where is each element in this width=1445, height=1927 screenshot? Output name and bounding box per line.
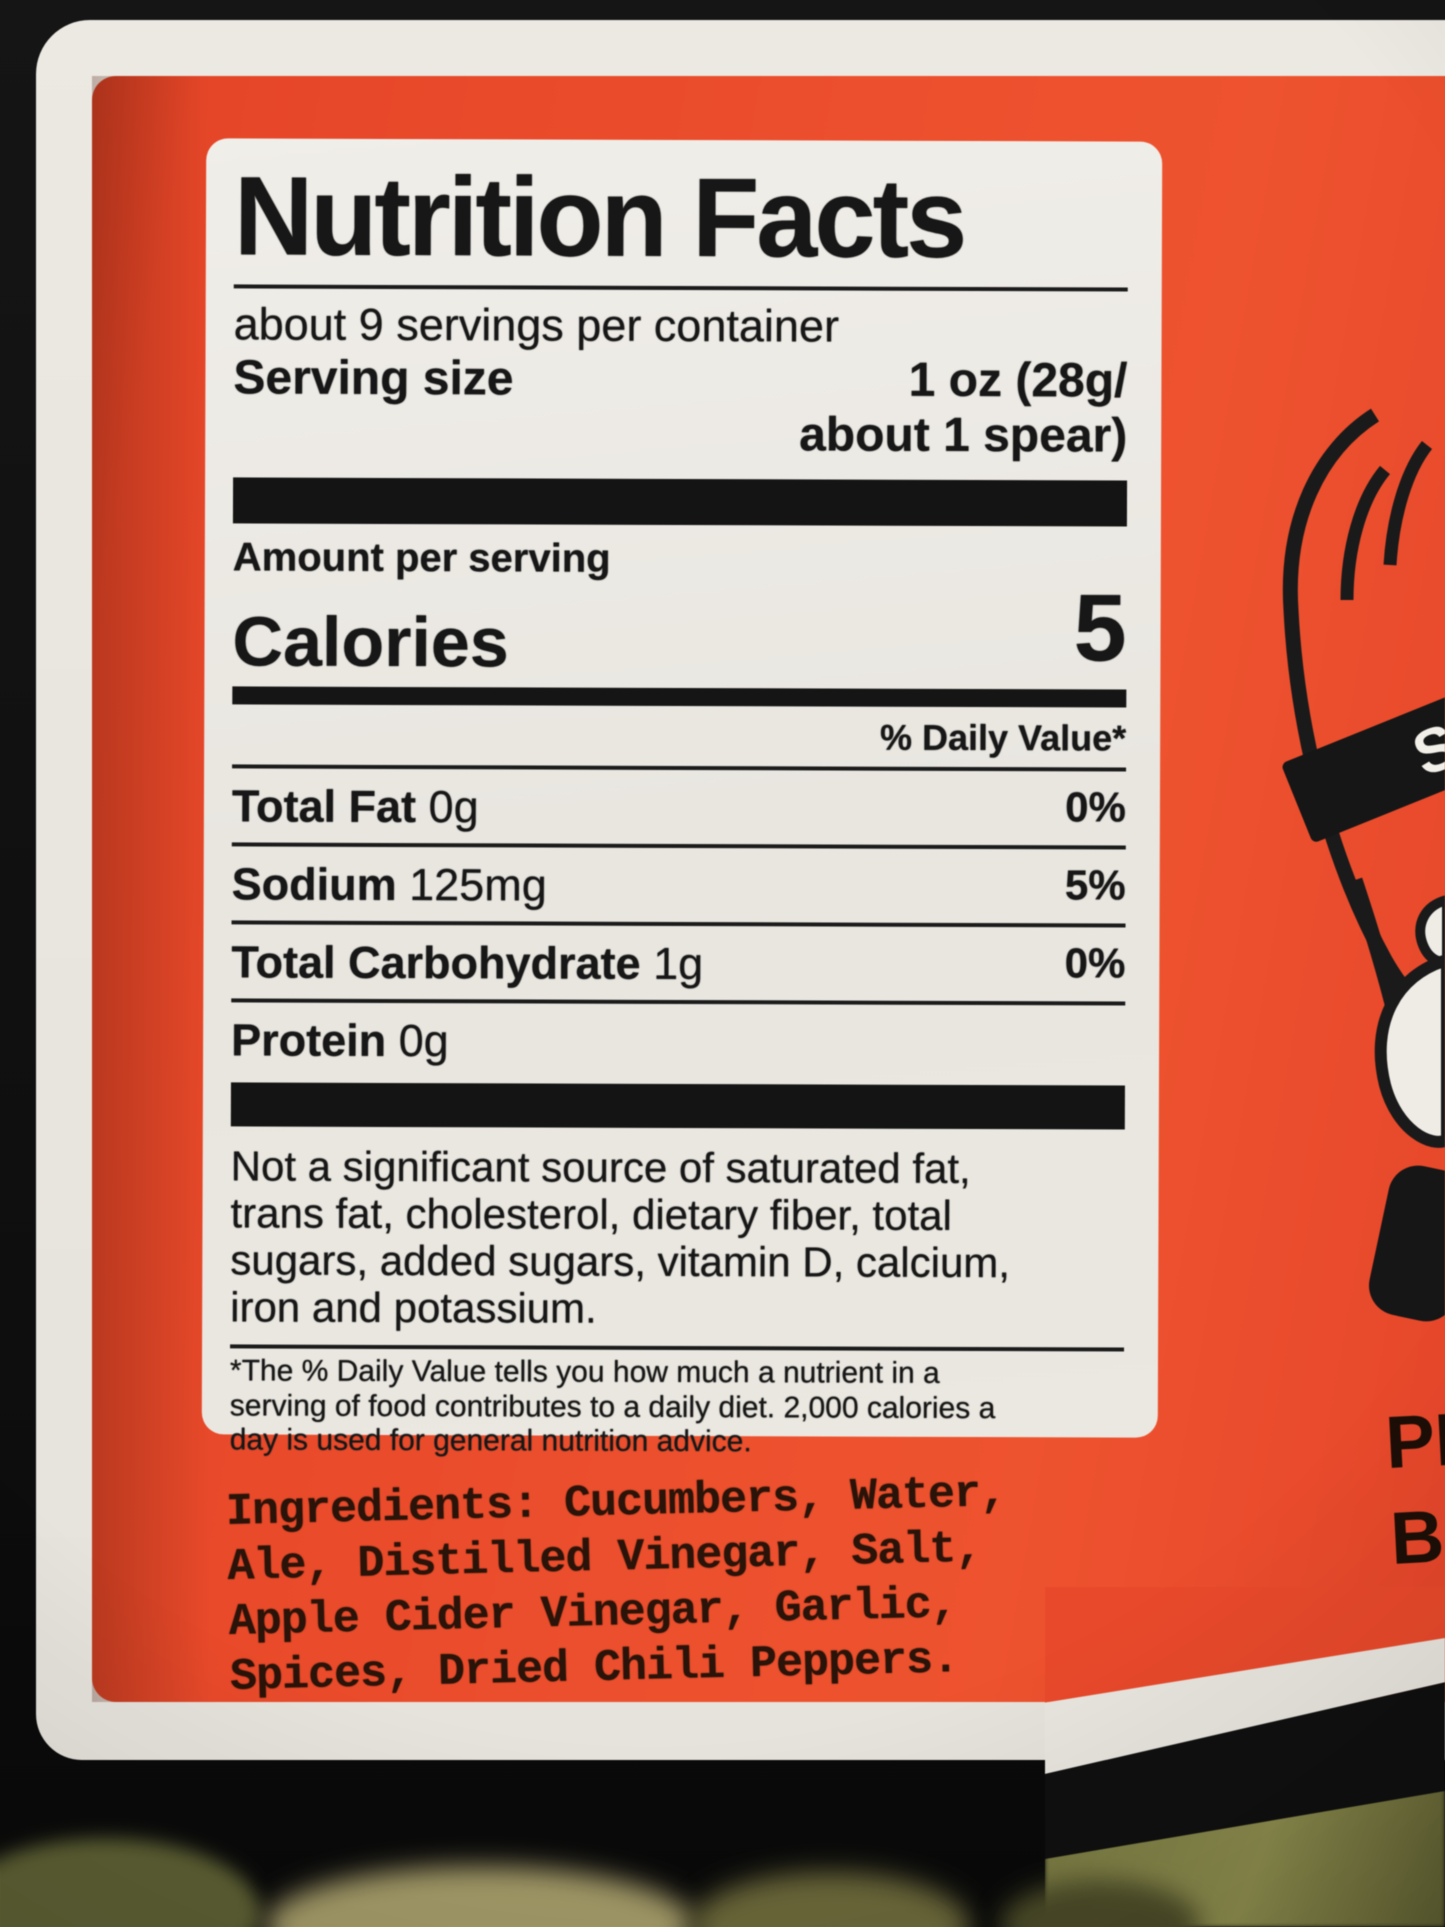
mascot-shield-outline bbox=[1282, 408, 1445, 1032]
mascot-shield-stripe bbox=[1383, 440, 1433, 566]
mascot-fur-tuft bbox=[1415, 895, 1445, 968]
mascot-illustration: S bbox=[1282, 408, 1445, 1322]
mascot-boot bbox=[1368, 1165, 1445, 1322]
jar-corner-bottom-right bbox=[1045, 1587, 1445, 1927]
mascot-glove bbox=[1374, 954, 1445, 1148]
mascot-boot-shape bbox=[1368, 1165, 1445, 1322]
mascot-shield-stripe bbox=[1340, 465, 1391, 601]
mascot-banner-ribbon bbox=[1282, 593, 1445, 842]
mascot-banner: S bbox=[1282, 593, 1445, 842]
